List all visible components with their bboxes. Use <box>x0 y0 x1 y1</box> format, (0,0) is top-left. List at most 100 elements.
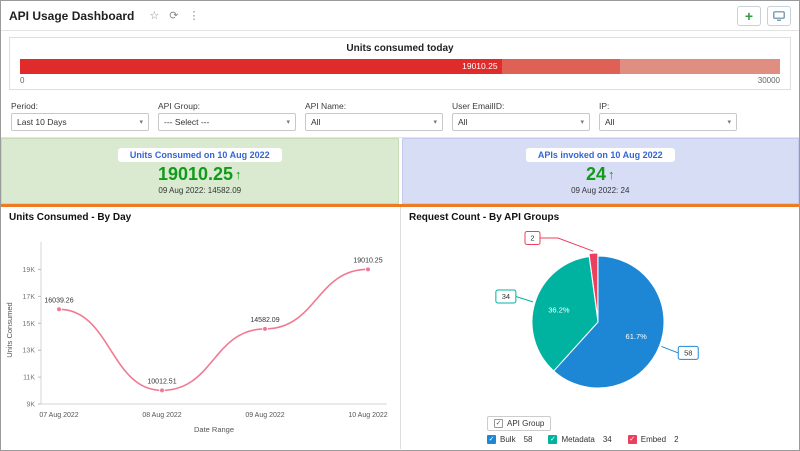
x-axis-title: Date Range <box>194 425 234 434</box>
filter-bar: Period: Last 10 Days ▾ API Group: --- Select… <box>1 96 799 138</box>
legend-items: ✓ Bulk 58 ✓ Metadata 34 ✓ Embed 2 <box>487 435 799 444</box>
chevron-down-icon: ▾ <box>286 118 290 126</box>
checkbox-icon: ✓ <box>628 435 637 444</box>
data-point[interactable] <box>160 388 165 393</box>
checkbox-icon: ✓ <box>548 435 557 444</box>
kpi-card: Units Consumed on 10 Aug 2022 19010.25 ↑… <box>1 138 399 204</box>
legend-title: API Group <box>507 419 544 428</box>
header: API Usage Dashboard ☆ ⟳ ⋮ + <box>1 1 799 31</box>
filter-value: --- Select --- <box>164 117 209 127</box>
legend-item-count: 58 <box>524 435 533 444</box>
legend-item-name: Bulk <box>500 435 516 444</box>
legend-item-count: 2 <box>674 435 678 444</box>
filter-select[interactable]: All ▾ <box>452 113 590 131</box>
chevron-down-icon: ▾ <box>139 118 143 126</box>
gauge-min-label: 0 <box>20 76 24 85</box>
refresh-icon[interactable]: ⟳ <box>169 9 178 22</box>
kpi-value: 24 <box>586 164 606 185</box>
data-point[interactable] <box>57 307 62 312</box>
slideshow-icon <box>773 11 785 21</box>
x-tick-label: 08 Aug 2022 <box>142 412 181 419</box>
add-button[interactable]: + <box>737 6 761 26</box>
kpi-row: Units Consumed on 10 Aug 2022 19010.25 ↑… <box>1 138 799 204</box>
kpi-previous: 09 Aug 2022: 24 <box>571 186 629 195</box>
trend-up-icon: ↑ <box>235 167 242 182</box>
pie-chart-svg: 61.7% 58 36.2% 34 2 <box>401 226 799 410</box>
star-icon[interactable]: ☆ <box>149 9 159 22</box>
filter-select[interactable]: All ▾ <box>599 113 737 131</box>
filter-useremailid: User EmailID:All▾ <box>452 101 590 131</box>
filter-label: Period: <box>11 101 149 111</box>
x-tick-label: 07 Aug 2022 <box>39 412 78 419</box>
x-tick-label: 09 Aug 2022 <box>245 412 284 419</box>
y-tick-label: 11K <box>23 375 35 382</box>
filter-value: All <box>458 117 467 127</box>
filter-ip: IP:All▾ <box>599 101 737 131</box>
y-tick-label: 17K <box>23 294 36 301</box>
gauge-segment <box>20 59 502 74</box>
filter-apiname: API Name: All▾ <box>305 101 443 131</box>
gauge-title: Units consumed today <box>20 43 780 54</box>
line-series <box>59 269 368 390</box>
chevron-down-icon: ▾ <box>433 118 437 126</box>
kpi-title: Units Consumed on 10 Aug 2022 <box>118 148 282 162</box>
filter-apigroup: API Group: --- Select --- ▾ <box>158 101 296 131</box>
legend-item-count: 34 <box>603 435 612 444</box>
checkbox-icon: ✓ <box>494 419 503 428</box>
chevron-down-icon: ▾ <box>580 118 584 126</box>
legend-item-metadata[interactable]: ✓ Metadata 34 <box>548 435 611 444</box>
legend-item-embed[interactable]: ✓ Embed 2 <box>628 435 679 444</box>
callout-line <box>516 297 533 302</box>
x-tick-label: 10 Aug 2022 <box>348 412 387 419</box>
filter-value: Last 10 Days <box>17 117 67 127</box>
callout-line <box>661 346 678 352</box>
filter-period: Period: Last 10 Days ▾ <box>11 101 149 131</box>
gauge-segment <box>502 59 621 74</box>
filter-label: API Group: <box>158 101 296 111</box>
dashboard: API Usage Dashboard ☆ ⟳ ⋮ + Units consum… <box>0 0 800 451</box>
y-tick-label: 15K <box>23 321 36 328</box>
y-tick-label: 9K <box>26 402 35 409</box>
line-chart-svg: 9K 11K 13K 15K 17K 19K 07 Aug 2022 08 Aug 2022 0… <box>1 226 399 445</box>
slideshow-button[interactable] <box>767 6 791 26</box>
data-point[interactable] <box>263 326 268 331</box>
filter-select[interactable]: Last 10 Days ▾ <box>11 113 149 131</box>
line-chart-title: Units Consumed - By Day <box>1 207 400 226</box>
gauge-segment <box>620 59 780 74</box>
more-icon[interactable]: ⋮ <box>188 9 199 22</box>
kpi-value-row: 19010.25 ↑ <box>158 164 242 185</box>
callout-line <box>540 238 593 251</box>
slice-pct-label: 36.2% <box>548 305 570 314</box>
legend-item-bulk[interactable]: ✓ Bulk 58 <box>487 435 532 444</box>
pie-legend: ✓ API Group ✓ Bulk 58 ✓ Metadata 34 ✓ Embed 2 <box>487 416 799 444</box>
slice-pct-label: 61.7% <box>626 332 648 341</box>
page-title: API Usage Dashboard <box>9 9 134 23</box>
charts-row: Units Consumed - By Day 9K 11K 13K 15K 17K 19… <box>1 207 799 449</box>
kpi-value-row: 24 ↑ <box>586 164 615 185</box>
callout-label: 58 <box>684 348 692 357</box>
point-label: 19010.25 <box>353 257 382 264</box>
filter-label: API Name: <box>305 101 443 111</box>
y-tick-label: 13K <box>23 348 36 355</box>
filter-value: All <box>605 117 614 127</box>
pie-chart-title: Request Count - By API Groups <box>401 207 799 226</box>
filter-select[interactable]: --- Select --- ▾ <box>158 113 296 131</box>
point-label: 14582.09 <box>250 317 279 324</box>
checkbox-icon: ✓ <box>487 435 496 444</box>
gauge-max-label: 30000 <box>758 76 780 85</box>
y-axis-title: Units Consumed <box>5 302 14 357</box>
chevron-down-icon: ▾ <box>727 118 731 126</box>
filter-select[interactable]: All▾ <box>305 113 443 131</box>
legend-item-name: Metadata <box>561 435 594 444</box>
legend-header[interactable]: ✓ API Group <box>487 416 551 431</box>
kpi-card: APIs invoked on 10 Aug 2022 24 ↑ 09 Aug … <box>402 138 800 204</box>
gauge-bar[interactable]: 19010.25 <box>20 59 780 74</box>
kpi-title: APIs invoked on 10 Aug 2022 <box>526 148 675 162</box>
callout-label: 2 <box>530 234 534 243</box>
legend-item-name: Embed <box>641 435 666 444</box>
request-count-panel: Request Count - By API Groups 61.7% 58 36.… <box>401 207 799 449</box>
data-point[interactable] <box>366 267 371 272</box>
kpi-previous: 09 Aug 2022: 14582.09 <box>158 186 241 195</box>
y-tick-label: 19K <box>23 267 36 274</box>
callout-label: 34 <box>502 292 510 301</box>
